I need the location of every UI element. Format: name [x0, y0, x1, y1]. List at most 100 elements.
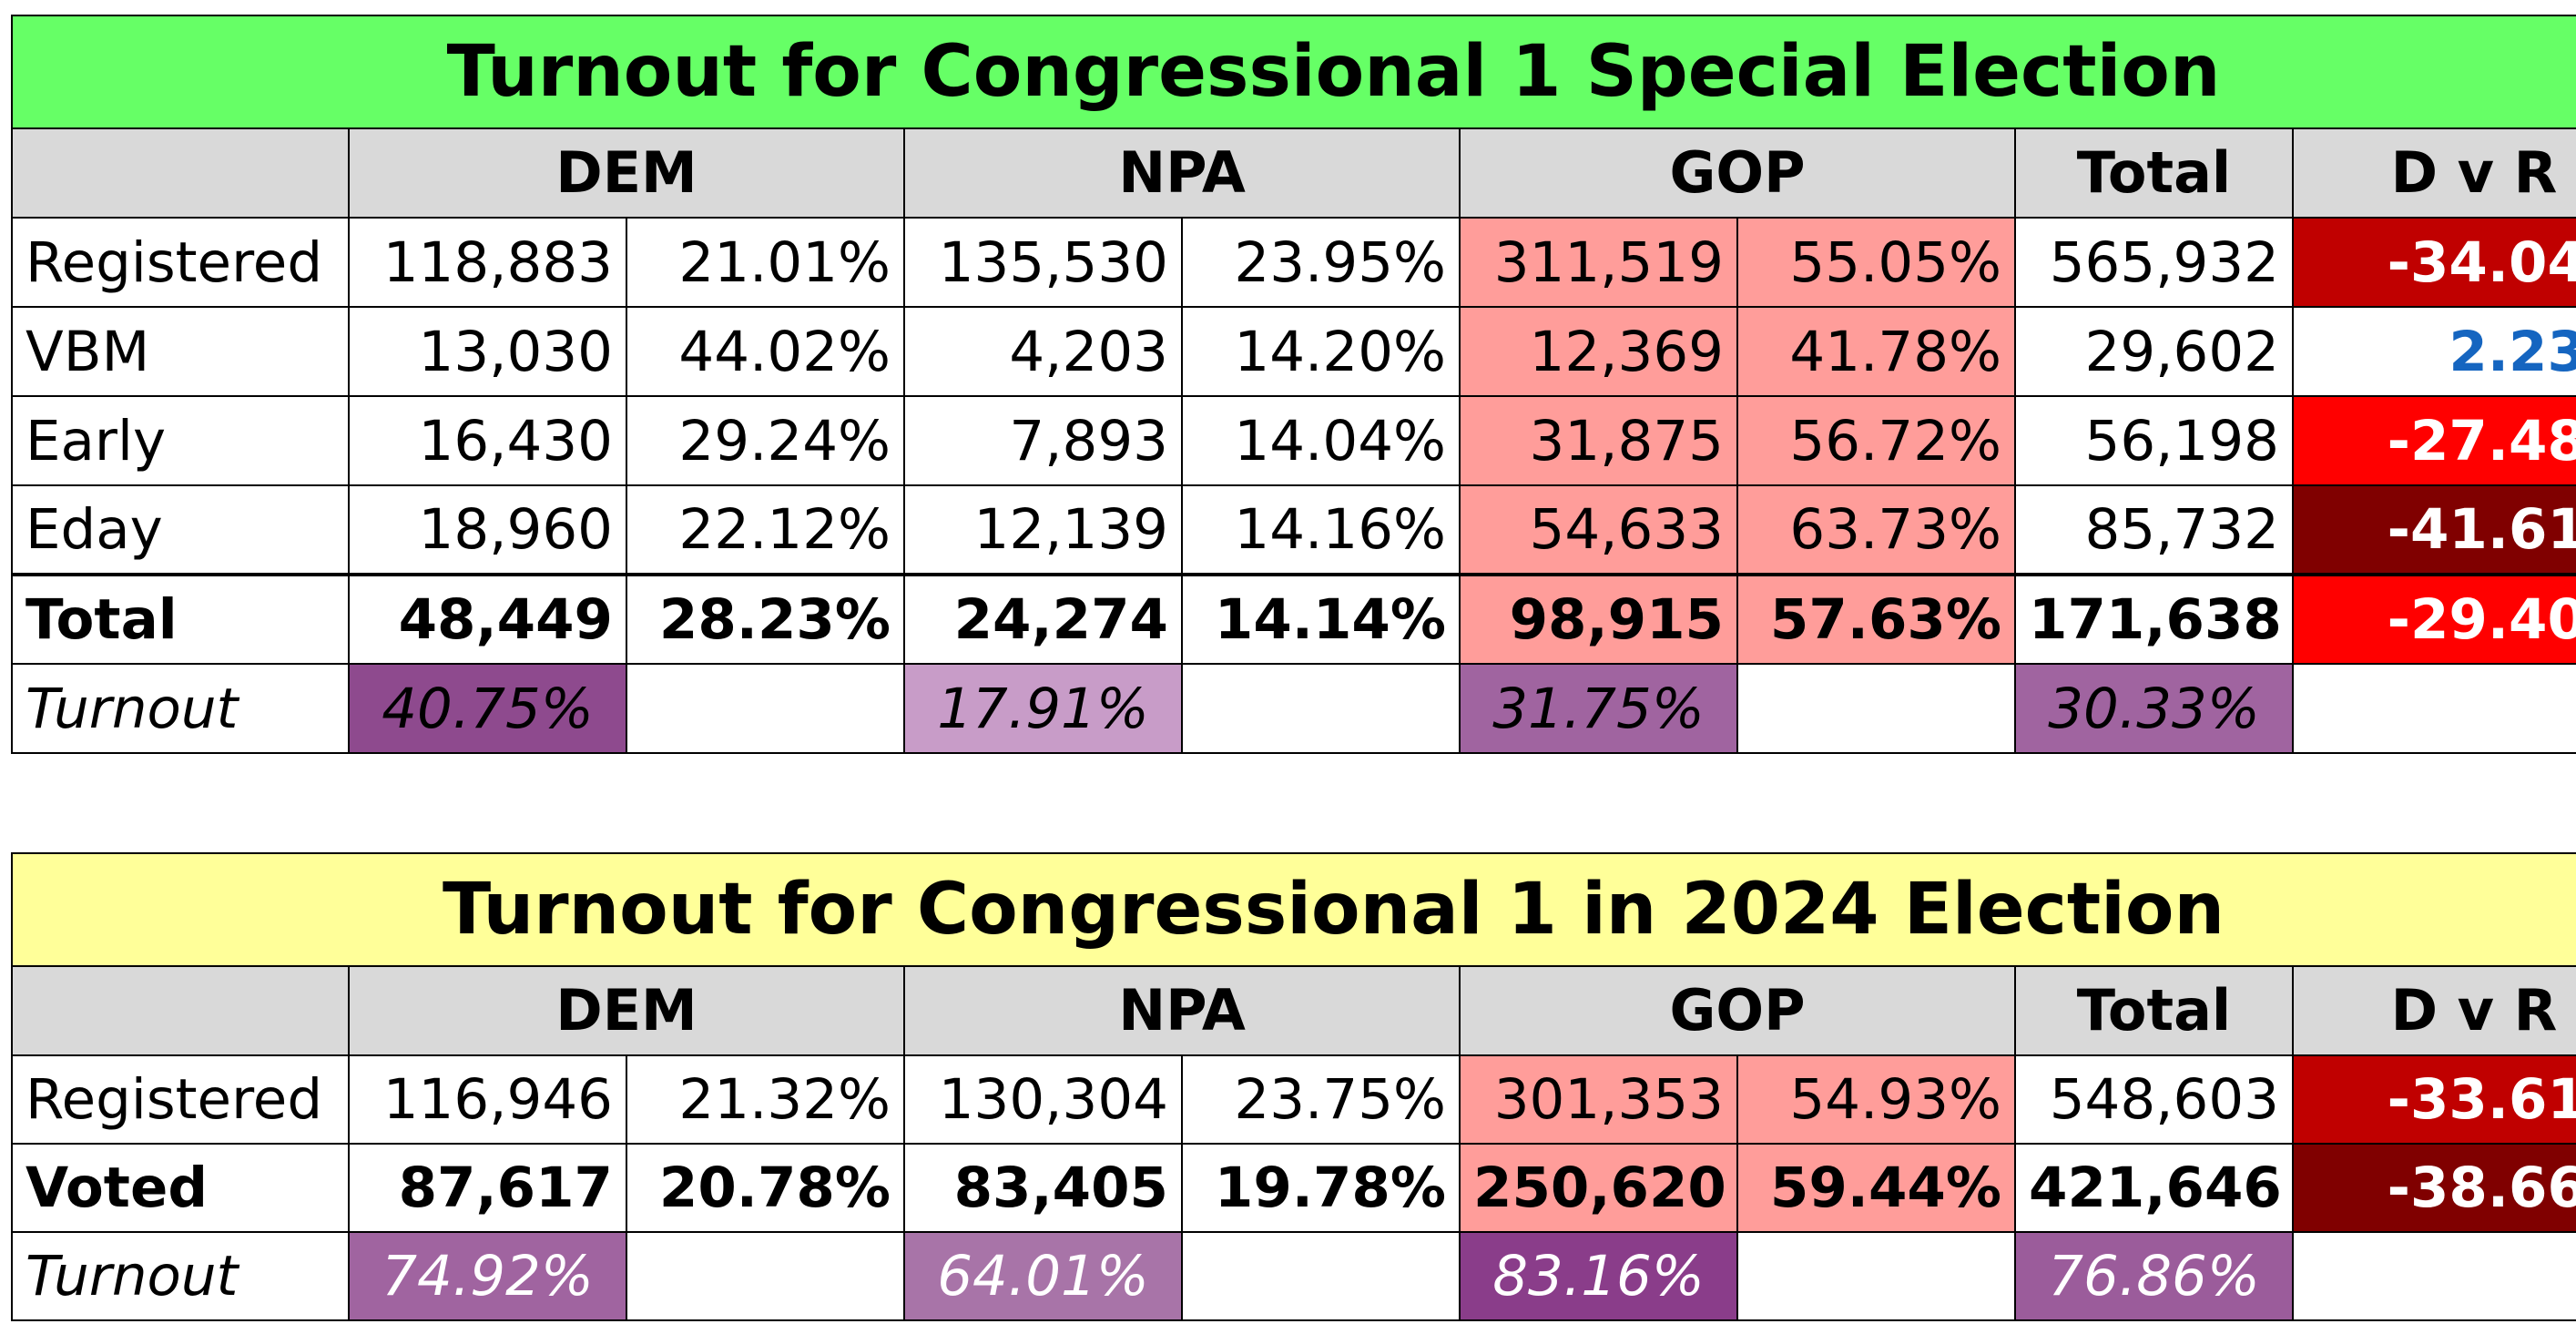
header-gop: GOP [1459, 127, 2016, 219]
npa-count: 135,530 [903, 217, 1183, 308]
npa-count: 24,274 [903, 573, 1183, 665]
dvr-margin: -27.48% [2291, 395, 2576, 486]
gop-count: 54,633 [1459, 484, 1738, 575]
dem-count: 13,030 [348, 306, 627, 397]
npa-percent: 14.04% [1181, 395, 1461, 486]
dem-count: 18,960 [348, 484, 627, 575]
npa-count: 4,203 [903, 306, 1183, 397]
npa-count: 83,405 [903, 1143, 1183, 1233]
dvr-margin: -33.61% [2291, 1054, 2576, 1145]
turnout-table-1: Turnout for Congressional 1 Special Elec… [10, 15, 2576, 754]
empty-cell [626, 663, 905, 754]
total-count: 421,646 [2014, 1143, 2294, 1233]
row-label: Early [11, 395, 350, 486]
total-count: 548,603 [2014, 1054, 2294, 1145]
header-dvr: D v R [2291, 965, 2576, 1056]
row-label: Turnout [11, 1231, 350, 1321]
gop-count: 98,915 [1459, 573, 1738, 665]
table-row: Registered 118,883 21.01% 135,530 23.95% 311,… [11, 217, 2576, 308]
total-turnout: 76.86% [2014, 1231, 2294, 1321]
empty-cell [2291, 663, 2576, 754]
table-row: VBM 13,030 44.02% 4,203 14.20% 12,369 41.78% 29… [11, 306, 2576, 397]
dvr-margin: 2.23% [2291, 306, 2576, 397]
gop-percent: 63.73% [1736, 484, 2016, 575]
npa-turnout: 64.01% [903, 1231, 1183, 1321]
dem-count: 48,449 [348, 573, 627, 665]
npa-count: 130,304 [903, 1054, 1183, 1145]
dem-turnout: 40.75% [348, 663, 627, 754]
table-row: Voted 87,617 20.78% 83,405 19.78% 250,620 59.4… [11, 1143, 2576, 1233]
header-blank [11, 127, 350, 219]
table-title: Turnout for Congressional 1 Special Elec… [10, 15, 2576, 129]
empty-cell [1736, 663, 2016, 754]
dem-count: 116,946 [348, 1054, 627, 1145]
npa-percent: 23.75% [1181, 1054, 1461, 1145]
npa-percent: 14.20% [1181, 306, 1461, 397]
npa-percent: 14.16% [1181, 484, 1461, 575]
header-npa: NPA [903, 127, 1461, 219]
row-label: Total [11, 573, 350, 665]
gop-count: 301,353 [1459, 1054, 1738, 1145]
row-label: Eday [11, 484, 350, 575]
empty-cell [1181, 663, 1461, 754]
turnout-row: Turnout 40.75% 17.91% 31.75% 30.33% [11, 663, 2576, 754]
total-count: 565,932 [2014, 217, 2294, 308]
empty-cell [1181, 1231, 1461, 1321]
gop-percent: 54.93% [1736, 1054, 2016, 1145]
table-row: Eday 18,960 22.12% 12,139 14.16% 54,633 63.73%… [11, 484, 2576, 575]
dem-count: 87,617 [348, 1143, 627, 1233]
npa-turnout: 17.91% [903, 663, 1183, 754]
table-row: Registered 116,946 21.32% 130,304 23.75% 301,… [11, 1054, 2576, 1145]
gop-count: 250,620 [1459, 1143, 1738, 1233]
gop-percent: 56.72% [1736, 395, 2016, 486]
row-label: VBM [11, 306, 350, 397]
header-npa: NPA [903, 965, 1461, 1056]
empty-cell [626, 1231, 905, 1321]
table-row: Early 16,430 29.24% 7,893 14.04% 31,875 56.72%… [11, 395, 2576, 486]
dem-percent: 44.02% [626, 306, 905, 397]
dem-percent: 21.32% [626, 1054, 905, 1145]
dvr-margin: -41.61% [2291, 484, 2576, 575]
dem-percent: 22.12% [626, 484, 905, 575]
dem-percent: 20.78% [626, 1143, 905, 1233]
gop-count: 31,875 [1459, 395, 1738, 486]
dvr-margin: -29.40% [2291, 573, 2576, 665]
total-count: 171,638 [2014, 573, 2294, 665]
empty-cell [2291, 1231, 2576, 1321]
dvr-margin: -38.66% [2291, 1143, 2576, 1233]
gop-percent: 41.78% [1736, 306, 2016, 397]
header-gop: GOP [1459, 965, 2016, 1056]
dem-count: 118,883 [348, 217, 627, 308]
header-blank [11, 965, 350, 1056]
dem-percent: 28.23% [626, 573, 905, 665]
gop-percent: 59.44% [1736, 1143, 2016, 1233]
gop-count: 311,519 [1459, 217, 1738, 308]
gop-percent: 55.05% [1736, 217, 2016, 308]
row-label: Turnout [11, 663, 350, 754]
turnout-row: Turnout 74.92% 64.01% 83.16% 76.86% [11, 1231, 2576, 1321]
total-count: 29,602 [2014, 306, 2294, 397]
header-dem: DEM [348, 965, 905, 1056]
gop-count: 12,369 [1459, 306, 1738, 397]
gop-percent: 57.63% [1736, 573, 2016, 665]
header-total: Total [2014, 127, 2294, 219]
gop-turnout: 31.75% [1459, 663, 1738, 754]
npa-count: 12,139 [903, 484, 1183, 575]
total-count: 56,198 [2014, 395, 2294, 486]
total-count: 85,732 [2014, 484, 2294, 575]
header-total: Total [2014, 965, 2294, 1056]
total-turnout: 30.33% [2014, 663, 2294, 754]
npa-count: 7,893 [903, 395, 1183, 486]
turnout-table-2: Turnout for Congressional 1 in 2024 Elec… [10, 852, 2576, 1321]
row-label: Voted [11, 1143, 350, 1233]
header-dvr: D v R [2291, 127, 2576, 219]
table-row: Total 48,449 28.23% 24,274 14.14% 98,915 57.63… [11, 573, 2576, 665]
dem-count: 16,430 [348, 395, 627, 486]
npa-percent: 14.14% [1181, 573, 1461, 665]
table-title: Turnout for Congressional 1 in 2024 Elec… [10, 852, 2576, 967]
row-label: Registered [11, 1054, 350, 1145]
dvr-margin: -34.04% [2291, 217, 2576, 308]
empty-cell [1736, 1231, 2016, 1321]
dem-percent: 29.24% [626, 395, 905, 486]
npa-percent: 19.78% [1181, 1143, 1461, 1233]
